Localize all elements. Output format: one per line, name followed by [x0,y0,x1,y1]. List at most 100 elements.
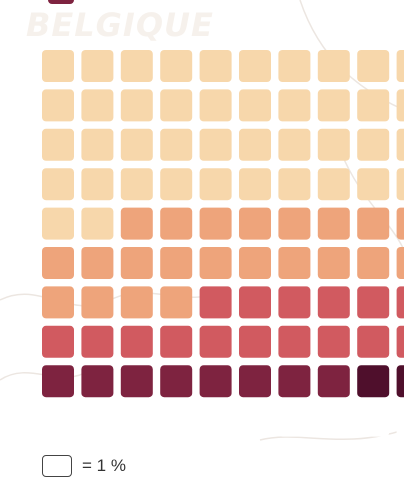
waffle-cell [199,168,232,201]
waffle-cell [120,168,153,201]
waffle-cell [81,50,114,82]
waffle-cell [199,89,232,122]
waffle-cell [396,168,404,201]
waffle-cell [160,168,193,201]
waffle-cell [160,404,193,437]
waffle-cell [120,128,153,161]
waffle-cell [357,247,390,279]
waffle-cell [120,207,153,240]
waffle-cell [278,286,311,319]
waffle-cell [120,325,153,358]
waffle-cell [317,207,350,240]
waffle-cell [42,286,74,319]
waffle-cell [357,325,390,358]
waffle-cell [357,89,390,122]
waffle-cell [160,247,193,279]
waffle-cell [357,128,390,161]
waffle-cell [81,128,114,161]
waffle-cell [278,168,311,201]
waffle-cell [160,128,193,161]
waffle-cell [396,365,404,398]
waffle-cell [239,247,271,279]
waffle-cell [317,168,350,201]
waffle-cell [239,89,271,122]
waffle-cell [199,286,232,319]
waffle-cell [278,89,311,122]
waffle-cell [42,89,74,122]
waffle-cell [317,247,350,279]
waffle-cell [357,168,390,201]
waffle-cell [278,325,311,358]
waffle-cell [239,207,271,240]
unit-legend: = 1 % [42,455,126,477]
waffle-cell [42,128,74,161]
waffle-cell [199,128,232,161]
waffle-cell [120,365,153,398]
waffle-cell [81,404,114,437]
waffle-cell [317,325,350,358]
waffle-cell [357,404,390,437]
waffle-cell [199,365,232,398]
waffle-cell [239,168,271,201]
waffle-cell [396,207,404,240]
waffle-cell [160,325,193,358]
waffle-cell [42,404,74,437]
waffle-cell [81,325,114,358]
waffle-cell [396,404,404,437]
waffle-cell [160,89,193,122]
waffle-cell [278,365,311,398]
waffle-cell [396,286,404,319]
waffle-cell [357,365,390,398]
waffle-cell [160,207,193,240]
waffle-cell [199,247,232,279]
waffle-cell [396,247,404,279]
waffle-cell [317,404,350,437]
waffle-cell [396,325,404,358]
waffle-cell [278,128,311,161]
waffle-cell [160,286,193,319]
waffle-cell [239,128,271,161]
waffle-cell [42,325,74,358]
waffle-cell [357,207,390,240]
waffle-cell [42,207,74,240]
waffle-cell [120,50,153,82]
waffle-cell [160,50,193,82]
waffle-cell [396,128,404,161]
waffle-cell [317,128,350,161]
waffle-cell [199,207,232,240]
waffle-cell [81,168,114,201]
waffle-cell [81,365,114,398]
waffle-cell [278,207,311,240]
waffle-cell [120,404,153,437]
waffle-cell [317,50,350,82]
waffle-cell [396,50,404,82]
waffle-cell [239,404,271,437]
waffle-cell [199,50,232,82]
unit-legend-label: = 1 % [82,456,126,475]
waffle-cell [81,207,114,240]
waffle-cell [160,365,193,398]
waffle-cell [278,50,311,82]
waffle-cell [42,50,74,82]
waffle-cell [239,325,271,358]
waffle-cell [239,50,271,82]
waffle-cell [396,89,404,122]
waffle-cell [239,286,271,319]
waffle-cell [357,286,390,319]
waffle-cell [278,404,311,437]
waffle-cell [42,247,74,279]
waffle-cell [81,247,114,279]
waffle-cell [81,286,114,319]
waffle-cell [317,286,350,319]
waffle-cell [81,89,114,122]
waffle-cell [278,247,311,279]
waffle-cell [199,325,232,358]
waffle-cell [120,89,153,122]
country-label: BELGIQUE [26,6,214,44]
waffle-cell [239,365,271,398]
waffle-cell [357,50,390,82]
unit-legend-box [42,455,72,477]
waffle-cell [317,365,350,398]
top-legend-swatch [48,0,74,4]
